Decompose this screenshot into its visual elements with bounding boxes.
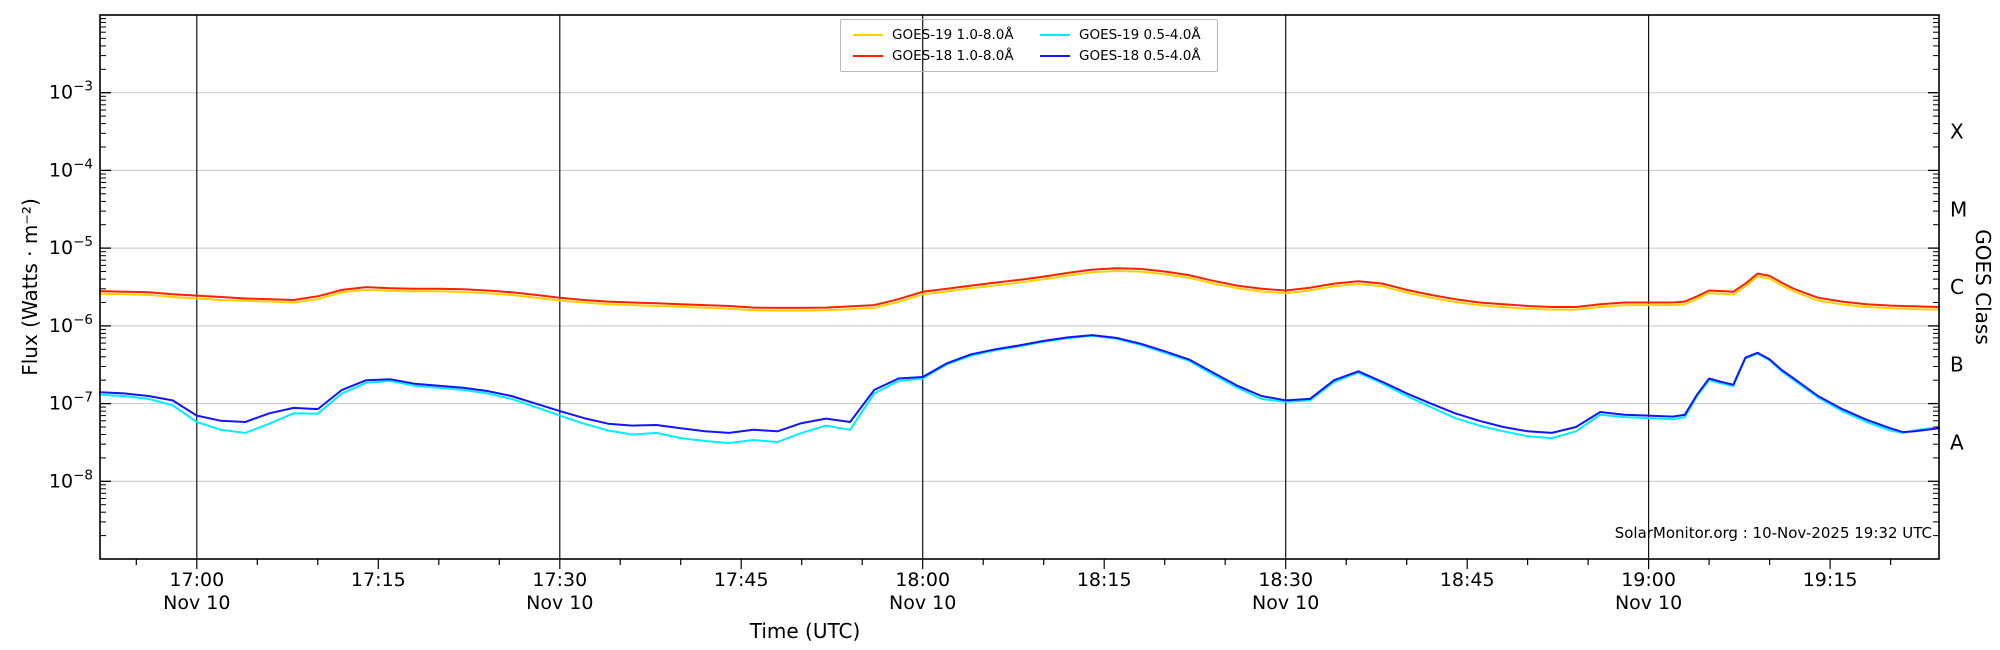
y-tick-label: 10−7 [49, 390, 93, 415]
x-tick-label: 17:30 [532, 569, 587, 591]
legend-line-swatch [853, 54, 883, 58]
legend-line-swatch [1040, 33, 1070, 37]
legend-label: GOES-18 0.5-4.0Å [1079, 48, 1201, 64]
x-tick-date-label: Nov 10 [889, 592, 956, 614]
legend-line-swatch [1040, 54, 1070, 58]
x-tick-date-label: Nov 10 [1615, 592, 1682, 614]
x-tick-label: 17:00 [169, 569, 224, 591]
series-line [99, 267, 1940, 309]
goes-class-label: X [1950, 120, 1964, 144]
x-tick-label: 18:00 [895, 569, 950, 591]
goes-class-label: A [1950, 430, 1964, 454]
x-tick-label: 18:45 [1440, 569, 1495, 591]
series-line [99, 334, 1940, 434]
y-tick-label: 10−8 [49, 467, 93, 492]
series-line [99, 270, 1940, 312]
legend-label: GOES-18 1.0-8.0Å [892, 48, 1014, 64]
y-tick-label: 10−5 [49, 234, 93, 259]
x-tick-date-label: Nov 10 [526, 592, 593, 614]
legend-entry: GOES-19 0.5-4.0Å [1040, 27, 1205, 43]
x-tick-label: 17:45 [714, 569, 769, 591]
legend-label: GOES-19 0.5-4.0Å [1079, 27, 1201, 43]
y-tick-label: 10−4 [49, 156, 93, 181]
goes-class-label: C [1950, 275, 1964, 299]
x-tick-date-label: Nov 10 [1252, 592, 1319, 614]
x-tick-label: 19:15 [1803, 569, 1858, 591]
legend: GOES-19 1.0-8.0Å GOES-18 1.0-8.0Å GOES-1… [840, 19, 1218, 72]
goes-class-label: B [1950, 353, 1964, 377]
y-tick-label: 10−3 [49, 79, 93, 104]
legend-entry: GOES-19 1.0-8.0Å [853, 27, 1018, 43]
series-line [99, 334, 1940, 445]
watermark: SolarMonitor.org : 10-Nov-2025 19:32 UTC [1614, 524, 1932, 542]
x-tick-label: 19:00 [1621, 569, 1676, 591]
plot-frame [99, 14, 1940, 560]
legend-line-swatch [853, 33, 883, 37]
x-tick-label: 17:15 [351, 569, 406, 591]
goes-class-label: M [1950, 197, 1967, 221]
y-tick-label: 10−6 [49, 312, 93, 337]
legend-entry: GOES-18 1.0-8.0Å [853, 48, 1018, 64]
x-tick-label: 18:15 [1077, 569, 1132, 591]
x-tick-date-label: Nov 10 [163, 592, 230, 614]
legend-label: GOES-19 1.0-8.0Å [892, 27, 1014, 43]
right-axis-label: GOES Class [1971, 229, 1995, 345]
legend-entry: GOES-18 0.5-4.0Å [1040, 48, 1205, 64]
x-tick-label: 18:30 [1258, 569, 1313, 591]
x-axis-label: Time (UTC) [749, 619, 861, 643]
y-axis-label: Flux (Watts · m⁻²) [18, 198, 42, 376]
